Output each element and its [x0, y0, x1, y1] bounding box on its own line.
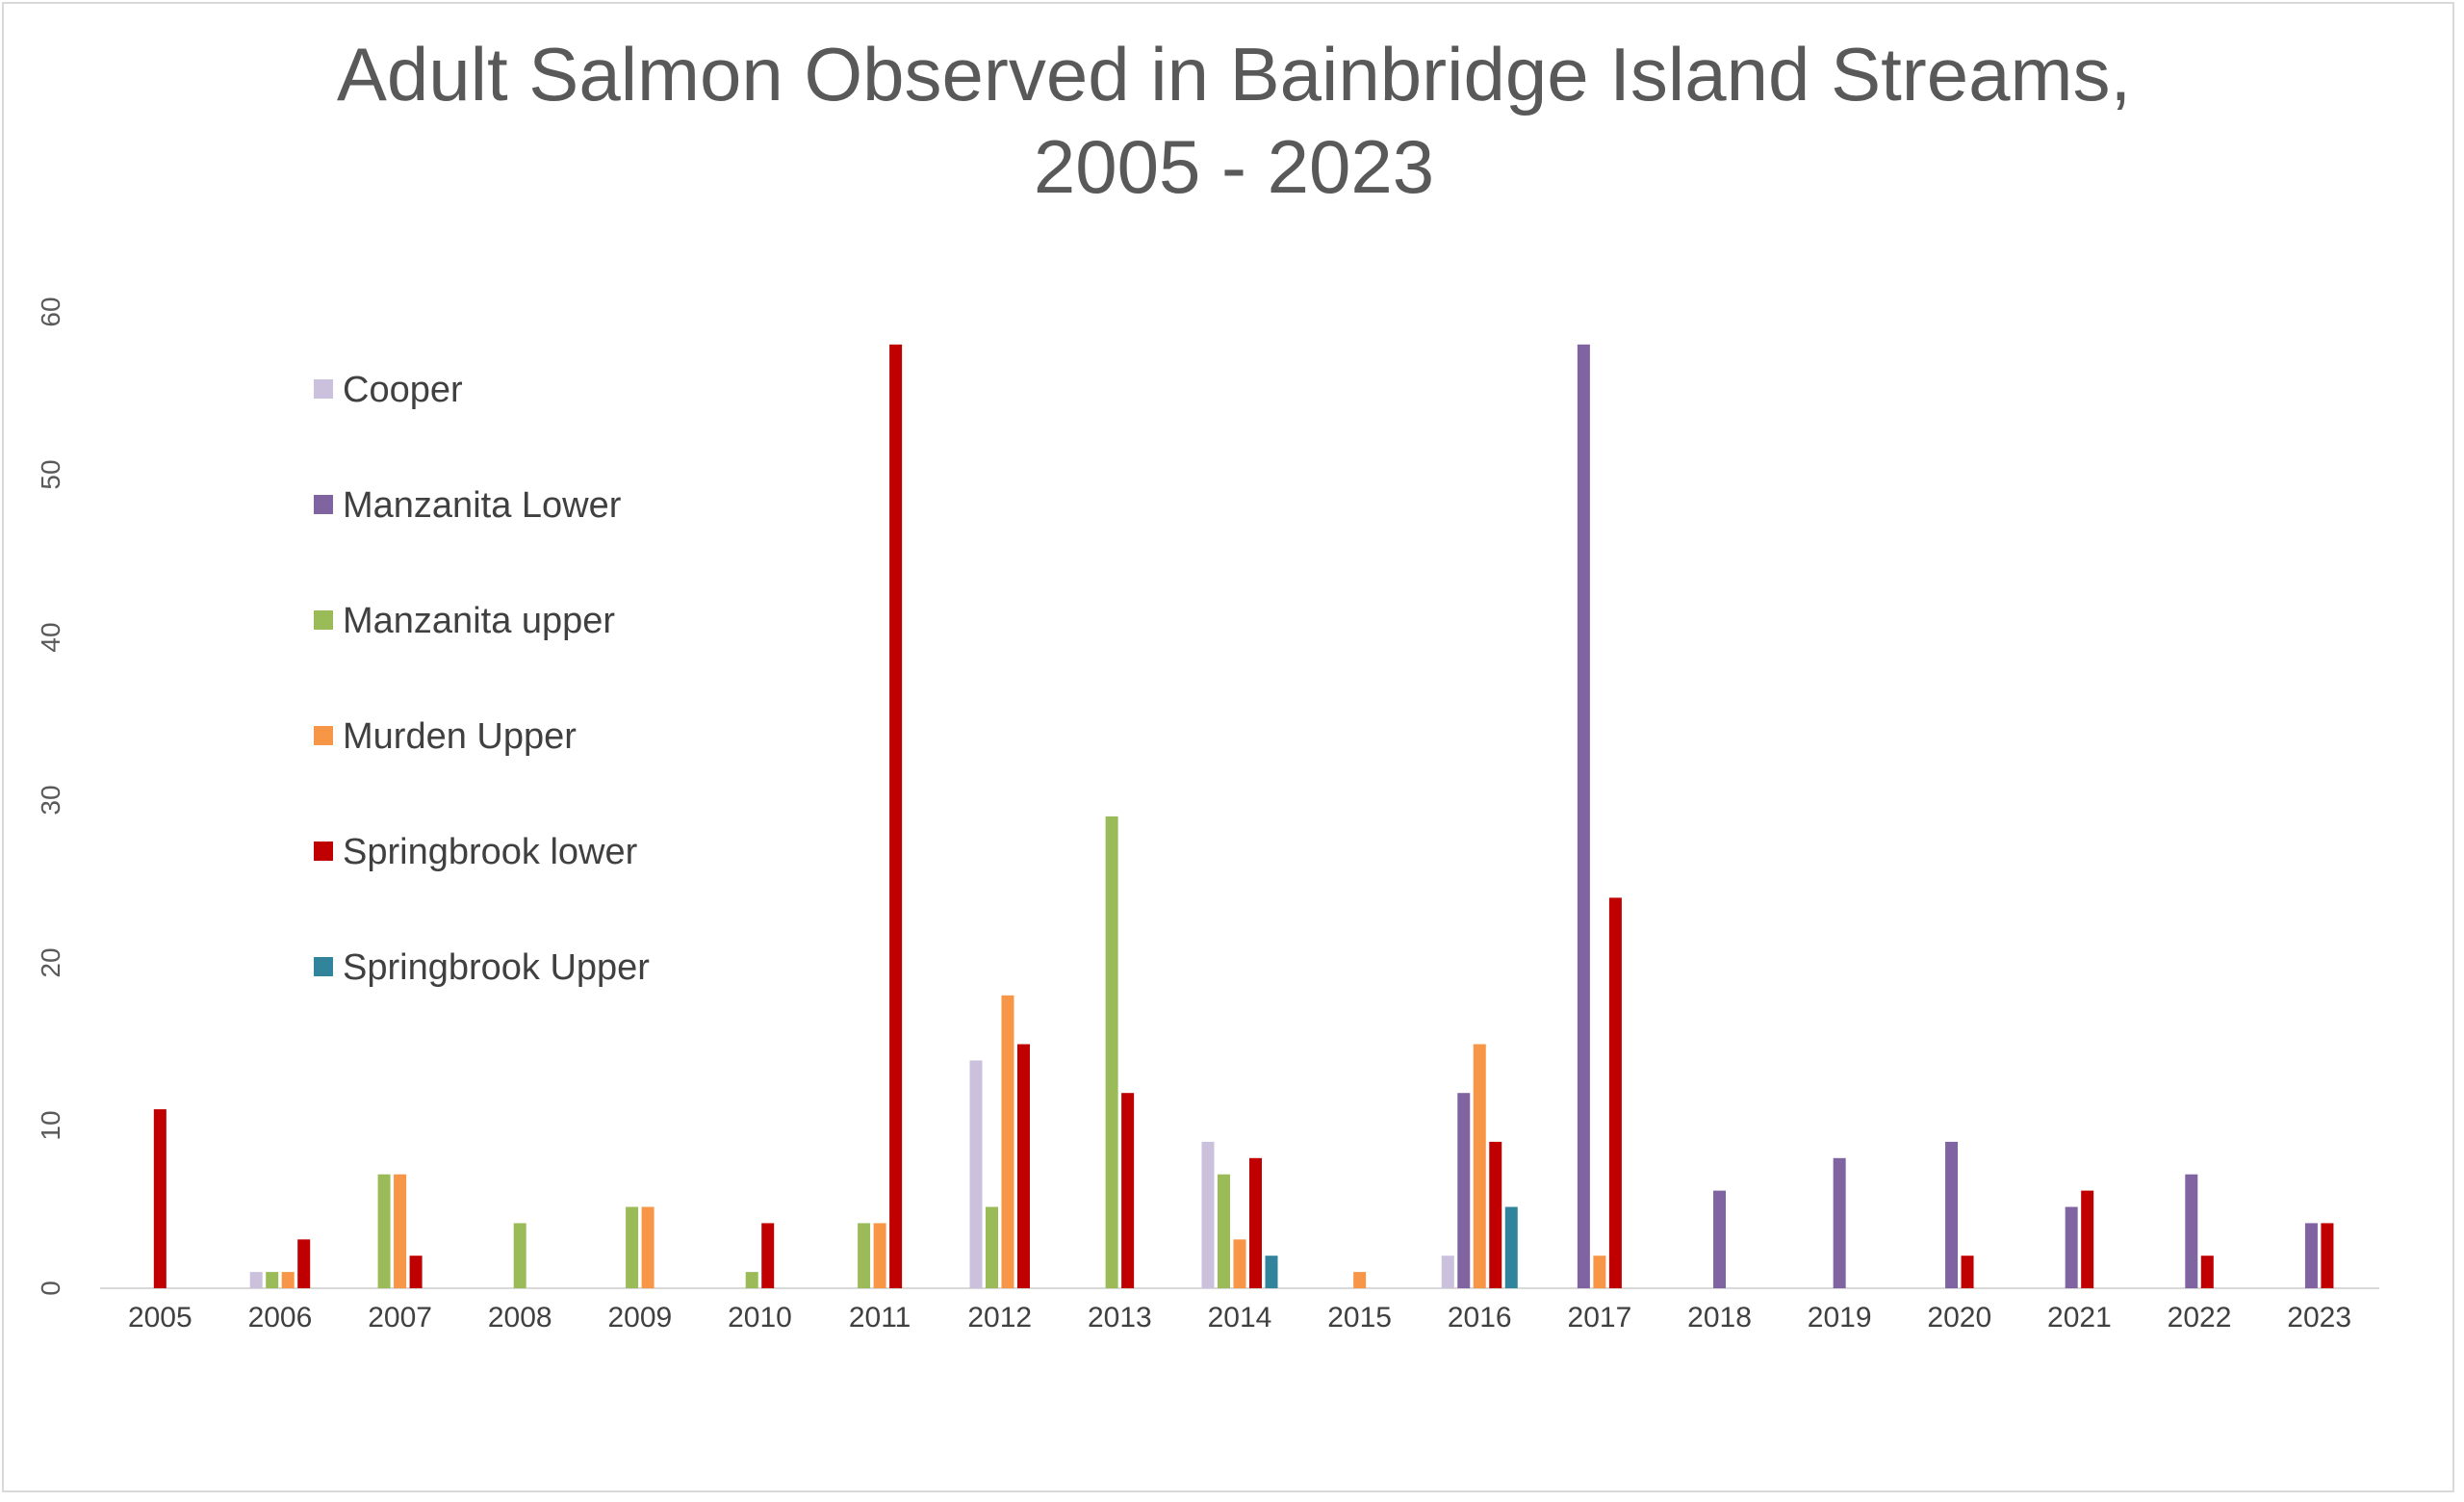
bar-2014-cooper	[1201, 1141, 1215, 1288]
x-tick-label: 2006	[248, 1302, 313, 1334]
bar-2005-springbrook-lower	[153, 1109, 167, 1288]
bar-2009-manzanita-upper	[626, 1206, 639, 1288]
bar-2023-springbrook-lower	[2321, 1223, 2334, 1288]
x-tick-label: 2015	[1327, 1302, 1392, 1334]
bar-2020-manzanita-lower	[1945, 1141, 1959, 1288]
bar-2014-springbrook-lower	[1249, 1157, 1262, 1288]
chart-title: Adult Salmon Observed in Bainbridge Isla…	[337, 32, 2131, 209]
x-tick-label: 2010	[728, 1302, 792, 1334]
x-tick-label: 2014	[1208, 1302, 1272, 1334]
x-tick-label: 2013	[1088, 1302, 1152, 1334]
bar-2011-springbrook-lower	[889, 344, 903, 1288]
legend-label: Manzanita upper	[343, 601, 615, 641]
bar-2023-manzanita-lower	[2304, 1223, 2318, 1288]
y-tick-label: 40	[36, 622, 65, 652]
bar-2008-manzanita-upper	[513, 1223, 526, 1288]
bar-2013-springbrook-lower	[1121, 1093, 1135, 1288]
bar-2010-manzanita-upper	[745, 1272, 758, 1288]
x-tick-label: 2018	[1687, 1302, 1752, 1334]
x-tick-label: 2008	[488, 1302, 552, 1334]
bar-chart: Adult Salmon Observed in Bainbridge Isla…	[36, 32, 2379, 1334]
y-axis-ticks: 0 10 20 30 40 50 60	[36, 297, 65, 1295]
legend: Cooper Manzanita Lower Manzanita upper Murd…	[314, 370, 650, 988]
bar-2006-cooper	[249, 1272, 263, 1288]
x-axis-ticks: 2005 2006 2007 2008 2009 2010 2011 2012 2013 2014…	[128, 1302, 2351, 1334]
bar-2009-murden-upper	[641, 1206, 654, 1288]
bar-2016-springbrook-lower	[1489, 1141, 1502, 1288]
bar-2010-springbrook-lower	[761, 1223, 775, 1288]
bar-2021-manzanita-lower	[2065, 1206, 2078, 1288]
legend-label: Murden Upper	[343, 716, 577, 757]
bar-2016-manzanita-lower	[1457, 1093, 1471, 1288]
bar-2011-manzanita-upper	[858, 1223, 871, 1288]
x-tick-label: 2005	[128, 1302, 192, 1334]
x-tick-label: 2022	[2168, 1302, 2232, 1334]
x-tick-label: 2011	[849, 1302, 911, 1334]
bar-2020-springbrook-lower	[1961, 1256, 1974, 1288]
bar-2006-manzanita-upper	[266, 1272, 279, 1288]
x-tick-label: 2012	[967, 1302, 1032, 1334]
x-tick-label: 2017	[1568, 1302, 1632, 1334]
chart-title-line-2: 2005 - 2023	[1034, 124, 1434, 209]
bar-2006-murden-upper	[281, 1272, 295, 1288]
legend-swatch	[314, 495, 333, 514]
y-tick-label: 60	[36, 297, 65, 326]
bar-2019-manzanita-lower	[1833, 1157, 1846, 1288]
x-tick-label: 2019	[1808, 1302, 1872, 1334]
legend-label: Cooper	[343, 370, 463, 410]
legend-label: Springbrook lower	[343, 832, 638, 872]
bar-2006-springbrook-lower	[297, 1239, 311, 1288]
legend-swatch	[314, 726, 333, 745]
bar-2017-manzanita-lower	[1577, 344, 1590, 1288]
bar-2007-manzanita-upper	[377, 1174, 391, 1288]
legend-swatch	[314, 842, 333, 861]
y-tick-label: 30	[36, 785, 65, 815]
bar-2022-manzanita-lower	[2185, 1174, 2198, 1288]
bar-2013-manzanita-upper	[1105, 816, 1118, 1288]
bar-2012-springbrook-lower	[1016, 1044, 1030, 1288]
bar-2021-springbrook-lower	[2081, 1190, 2094, 1288]
bar-2012-manzanita-upper	[985, 1206, 998, 1288]
x-tick-label: 2009	[607, 1302, 672, 1334]
bar-2011-murden-upper	[873, 1223, 886, 1288]
bar-2022-springbrook-lower	[2200, 1256, 2214, 1288]
bar-2007-springbrook-lower	[409, 1256, 423, 1288]
bar-2014-murden-upper	[1233, 1239, 1246, 1288]
bar-2018-manzanita-lower	[1713, 1190, 1727, 1288]
bar-2017-murden-upper	[1593, 1256, 1606, 1288]
bar-2017-springbrook-lower	[1608, 897, 1622, 1288]
bars	[153, 344, 2334, 1288]
legend-label: Springbrook Upper	[343, 947, 650, 988]
legend-label: Manzanita Lower	[343, 485, 622, 526]
chart-title-line-1: Adult Salmon Observed in Bainbridge Isla…	[337, 32, 2131, 117]
y-tick-label: 0	[36, 1281, 65, 1296]
bar-2015-murden-upper	[1353, 1272, 1367, 1288]
x-tick-label: 2016	[1448, 1302, 1512, 1334]
x-tick-label: 2021	[2047, 1302, 2112, 1334]
bar-2014-manzanita-upper	[1218, 1174, 1230, 1288]
x-tick-label: 2023	[2287, 1302, 2351, 1334]
y-tick-label: 50	[36, 459, 65, 489]
legend-swatch	[314, 957, 333, 976]
bar-2016-murden-upper	[1473, 1044, 1486, 1288]
bar-2016-springbrook-upper	[1504, 1206, 1518, 1288]
bar-2007-murden-upper	[394, 1174, 407, 1288]
y-tick-label: 20	[36, 947, 65, 977]
y-tick-label: 10	[36, 1110, 65, 1140]
x-tick-label: 2007	[368, 1302, 432, 1334]
bar-2012-murden-upper	[1001, 995, 1014, 1288]
bar-2014-springbrook-upper	[1265, 1256, 1278, 1288]
legend-swatch	[314, 610, 333, 630]
bar-2016-cooper	[1441, 1256, 1454, 1288]
x-tick-label: 2020	[1927, 1302, 1991, 1334]
legend-swatch	[314, 379, 333, 399]
bar-2012-cooper	[969, 1060, 983, 1288]
